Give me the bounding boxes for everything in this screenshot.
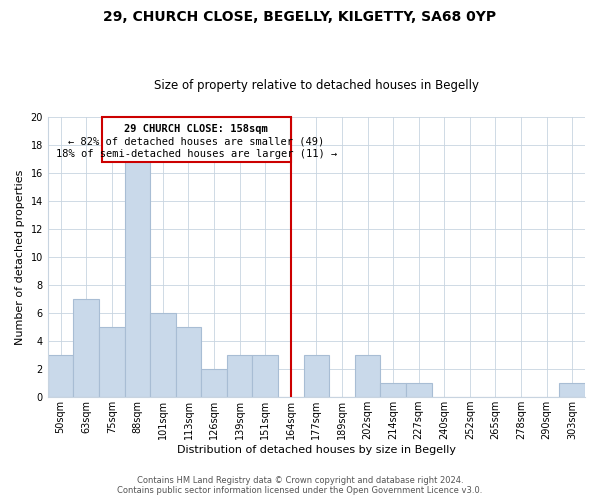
Bar — [559, 383, 585, 397]
Bar — [253, 355, 278, 397]
Text: ← 82% of detached houses are smaller (49): ← 82% of detached houses are smaller (49… — [68, 136, 324, 146]
Bar — [304, 355, 329, 397]
Y-axis label: Number of detached properties: Number of detached properties — [15, 170, 25, 344]
X-axis label: Distribution of detached houses by size in Begelly: Distribution of detached houses by size … — [177, 445, 456, 455]
Bar — [99, 327, 125, 397]
Bar — [201, 369, 227, 397]
Bar — [48, 355, 73, 397]
FancyBboxPatch shape — [101, 117, 291, 162]
Text: 29, CHURCH CLOSE, BEGELLY, KILGETTY, SA68 0YP: 29, CHURCH CLOSE, BEGELLY, KILGETTY, SA6… — [103, 10, 497, 24]
Bar — [406, 383, 431, 397]
Text: 18% of semi-detached houses are larger (11) →: 18% of semi-detached houses are larger (… — [56, 149, 337, 159]
Bar — [227, 355, 253, 397]
Text: 29 CHURCH CLOSE: 158sqm: 29 CHURCH CLOSE: 158sqm — [124, 124, 268, 134]
Bar — [150, 313, 176, 397]
Bar — [125, 159, 150, 397]
Bar — [380, 383, 406, 397]
Title: Size of property relative to detached houses in Begelly: Size of property relative to detached ho… — [154, 79, 479, 92]
Bar — [355, 355, 380, 397]
Bar — [73, 299, 99, 397]
Bar — [176, 327, 201, 397]
Text: Contains HM Land Registry data © Crown copyright and database right 2024.
Contai: Contains HM Land Registry data © Crown c… — [118, 476, 482, 495]
